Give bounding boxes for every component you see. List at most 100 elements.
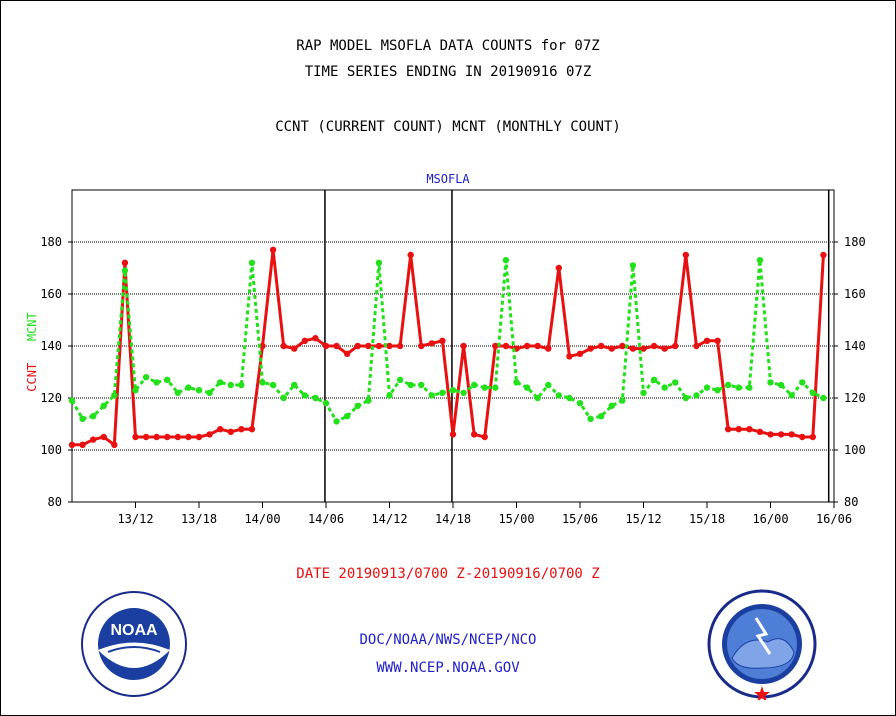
point-ccnt-39 [481, 433, 488, 441]
point-mcnt-20 [280, 394, 287, 402]
point-ccnt-67 [777, 431, 785, 438]
x-tick-label-14-18: 14/18 [435, 512, 471, 526]
point-mcnt-57 [672, 379, 679, 386]
point-mcnt-42 [513, 379, 520, 386]
title-line-1: RAP MODEL MSOFLA DATA COUNTS for 07Z [296, 38, 600, 54]
point-ccnt-57 [672, 342, 679, 350]
point-ccnt-27 [354, 342, 361, 350]
point-mcnt-14 [216, 379, 224, 386]
y-tick-label-left-100: 100 [40, 443, 62, 457]
point-mcnt-38 [470, 381, 478, 389]
point-ccnt-38 [470, 431, 478, 438]
point-ccnt-47 [566, 353, 573, 360]
point-ccnt-22 [301, 337, 309, 344]
point-ccnt-69 [799, 433, 806, 441]
point-ccnt-11 [185, 433, 192, 441]
y-tick-label-right-80: 80 [844, 495, 858, 509]
point-ccnt-20 [280, 342, 287, 350]
y-tick-label-right-180: 180 [844, 235, 866, 249]
point-mcnt-29 [375, 259, 383, 266]
point-ccnt-6 [132, 433, 139, 441]
plot-title: MSOFLA [426, 172, 470, 186]
point-ccnt-17 [248, 426, 256, 433]
point-ccnt-32 [407, 251, 414, 259]
point-ccnt-68 [788, 431, 795, 438]
point-mcnt-43 [523, 384, 531, 391]
point-ccnt-51 [608, 345, 615, 352]
point-mcnt-65 [756, 257, 764, 264]
point-ccnt-16 [238, 426, 245, 433]
point-ccnt-7 [142, 433, 150, 441]
point-mcnt-55 [650, 376, 658, 383]
point-mcnt-44 [534, 394, 541, 402]
point-mcnt-5 [121, 267, 129, 274]
point-ccnt-33 [418, 342, 425, 350]
point-ccnt-40 [492, 342, 499, 350]
title-line-3: CCNT (CURRENT COUNT) MCNT (MONTHLY COUNT… [275, 119, 621, 135]
point-ccnt-19 [269, 246, 277, 253]
point-mcnt-28 [365, 397, 372, 404]
point-mcnt-32 [407, 381, 414, 389]
point-mcnt-9 [164, 376, 171, 383]
point-ccnt-55 [650, 342, 658, 350]
point-ccnt-15 [227, 428, 234, 435]
point-ccnt-62 [724, 426, 732, 433]
point-ccnt-43 [523, 342, 531, 350]
point-ccnt-59 [693, 342, 700, 350]
y-tick-label-right-140: 140 [844, 339, 866, 353]
point-mcnt-64 [746, 384, 753, 391]
point-mcnt-67 [777, 381, 785, 389]
point-ccnt-61 [714, 337, 721, 344]
point-mcnt-33 [418, 381, 425, 389]
x-tick-label-15-06: 15/06 [562, 512, 598, 526]
x-tick-label-14-12: 14/12 [371, 512, 407, 526]
point-ccnt-34 [428, 340, 436, 347]
y-tick-label-left-80: 80 [48, 495, 62, 509]
point-ccnt-65 [756, 428, 764, 435]
point-mcnt-40 [492, 384, 499, 391]
point-mcnt-51 [608, 402, 615, 409]
point-ccnt-71 [820, 251, 827, 259]
point-ccnt-56 [661, 345, 668, 352]
point-ccnt-50 [597, 342, 605, 350]
point-ccnt-63 [735, 426, 742, 433]
point-mcnt-16 [238, 381, 245, 389]
point-mcnt-47 [566, 394, 573, 402]
noaa-logo-text: NOAA [110, 622, 158, 639]
x-tick-label-15-12: 15/12 [625, 512, 661, 526]
point-ccnt-46 [555, 264, 563, 272]
point-mcnt-15 [227, 381, 234, 389]
point-mcnt-49 [587, 415, 594, 422]
point-ccnt-21 [291, 345, 298, 352]
y-tick-label-right-160: 160 [844, 287, 866, 301]
point-ccnt-23 [312, 335, 319, 342]
point-ccnt-1 [79, 441, 86, 448]
x-tick-label-14-00: 14/00 [244, 512, 280, 526]
y-tick-label-left-140: 140 [40, 339, 62, 353]
website: WWW.NCEP.NOAA.GOV [376, 660, 520, 676]
point-ccnt-12 [195, 433, 203, 441]
point-mcnt-52 [619, 397, 626, 404]
nws-logo-icon [707, 589, 817, 700]
point-ccnt-2 [89, 436, 97, 443]
point-ccnt-35 [439, 337, 446, 344]
point-ccnt-31 [396, 342, 404, 350]
point-ccnt-14 [216, 426, 224, 433]
point-ccnt-48 [576, 350, 584, 357]
point-mcnt-68 [788, 392, 795, 399]
point-mcnt-27 [354, 402, 361, 409]
point-mcnt-46 [555, 392, 563, 399]
point-mcnt-19 [269, 381, 277, 389]
point-mcnt-71 [820, 394, 827, 402]
point-mcnt-10 [174, 389, 182, 396]
point-mcnt-7 [142, 374, 150, 381]
point-mcnt-54 [640, 389, 647, 396]
point-ccnt-25 [333, 342, 340, 350]
x-tick-label-15-00: 15/00 [498, 512, 534, 526]
point-mcnt-66 [767, 379, 774, 386]
point-ccnt-53 [629, 345, 637, 352]
date-range: DATE 20190913/0700 Z-20190916/0700 Z [296, 566, 600, 582]
point-mcnt-12 [195, 387, 203, 394]
point-mcnt-59 [693, 392, 700, 399]
point-mcnt-21 [291, 381, 298, 389]
